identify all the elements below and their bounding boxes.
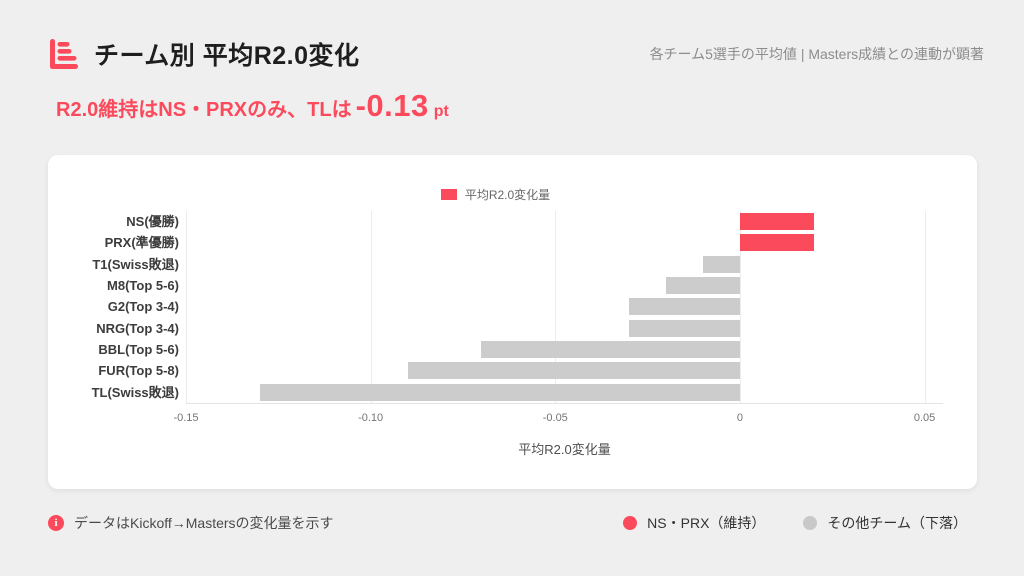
row-plot <box>186 360 943 381</box>
chart-rows: NS(優勝) PRX(準優勝) T1(Swiss敗退) M8(Top 5-6) G2(T… <box>48 211 943 403</box>
bar <box>666 276 740 294</box>
y-axis-label: NS(優勝) <box>126 214 179 229</box>
gridlines <box>186 211 943 403</box>
bar <box>739 213 814 230</box>
x-tick-label: -0.05 <box>542 412 568 424</box>
chart-legend: 平均R2.0変化量 <box>48 186 943 203</box>
gray-dot-icon <box>803 516 818 530</box>
key-message-text: R2.0維持はNS・PRXのみ、TLは <box>56 99 352 121</box>
chart-row: FUR(Top 5-8) <box>48 360 943 381</box>
gridline <box>924 211 926 403</box>
x-tick-label: -0.10 <box>358 412 384 424</box>
bar <box>259 383 740 401</box>
footer-note: データはKickoff→Mastersの変化量を示す <box>74 515 334 531</box>
key-message-unit: pt <box>433 103 449 120</box>
header-note: 各チーム5選手の平均値 | Masters成績との連動が顕著 <box>649 46 984 62</box>
footer-legend: NS・PRX（維持） その他チーム（下落） <box>623 513 977 533</box>
key-message-value: -0.13 <box>355 88 429 123</box>
x-tick-label: -0.15 <box>173 412 199 424</box>
y-axis-label: G2(Top 3-4) <box>107 299 179 315</box>
x-tick-label: 0 <box>736 412 743 424</box>
row-plot <box>186 296 943 317</box>
chart-row: BBL(Top 5-6) <box>48 339 943 360</box>
page-title: チーム別 平均R2.0変化 <box>94 42 360 70</box>
x-tick-label: 0.05 <box>913 412 936 424</box>
bar-chart: NS(優勝) PRX(準優勝) T1(Swiss敗退) M8(Top 5-6) G2(T… <box>48 211 943 471</box>
bar <box>629 319 740 337</box>
bar <box>702 255 740 273</box>
bar <box>407 362 740 380</box>
y-axis-label: T1(Swiss敗退) <box>92 256 179 272</box>
gridline <box>186 211 187 403</box>
chart-row: T1(Swiss敗退) <box>48 254 943 275</box>
chart-card: 平均R2.0変化量 NS(優勝) PRX(準優勝) T1(Swiss敗退) M8(To… <box>48 155 977 489</box>
row-plot <box>186 232 943 253</box>
red-dot-icon <box>623 516 638 530</box>
footer-legend-label: その他チーム（下落） <box>827 515 967 531</box>
page-header: チーム別 平均R2.0変化 各チーム5選手の平均値 | Masters成績との連… <box>48 36 984 72</box>
footer-legend-item-others: その他チーム（下落） <box>803 513 967 533</box>
chart-row: NS(優勝) <box>48 211 943 232</box>
bar <box>481 340 740 358</box>
y-axis-label: BBL(Top 5-6) <box>98 341 179 357</box>
bar <box>629 298 740 316</box>
legend-label: 平均R2.0変化量 <box>464 188 551 202</box>
gridline <box>370 211 372 403</box>
chart-row: G2(Top 3-4) <box>48 296 943 317</box>
x-axis-line <box>186 403 943 404</box>
y-axis-label: PRX(準優勝) <box>104 235 179 251</box>
x-axis-title: 平均R2.0変化量 <box>518 442 611 457</box>
y-axis-label: M8(Top 5-6) <box>107 277 179 293</box>
row-plot <box>186 254 943 275</box>
chart-row: TL(Swiss敗退) <box>48 382 943 403</box>
chart-row: M8(Top 5-6) <box>48 275 943 296</box>
row-plot <box>186 275 943 296</box>
y-axis-label: TL(Swiss敗退) <box>91 384 179 400</box>
bar-chart-logo-icon <box>50 39 78 69</box>
footer-legend-label: NS・PRX（維持） <box>647 515 766 531</box>
row-plot <box>186 318 943 339</box>
gridline <box>555 211 557 403</box>
row-plot <box>186 339 943 360</box>
row-plot <box>186 211 943 232</box>
legend-swatch-icon <box>440 189 457 200</box>
gridline <box>739 211 741 403</box>
row-plot <box>186 382 943 403</box>
key-message: R2.0維持はNS・PRXのみ、TLは -0.13 pt <box>56 88 449 124</box>
info-icon: i <box>48 515 64 531</box>
footer: i データはKickoff→Mastersの変化量を示す NS・PRX（維持） … <box>48 513 977 533</box>
footer-legend-item-maintained: NS・PRX（維持） <box>623 513 765 533</box>
chart-row: PRX(準優勝) <box>48 232 943 253</box>
bar <box>739 234 814 252</box>
y-axis-label: NRG(Top 3-4) <box>96 320 179 336</box>
chart-row: NRG(Top 3-4) <box>48 318 943 339</box>
y-axis-label: FUR(Top 5-8) <box>98 363 179 379</box>
x-tick-row: -0.15 -0.10 -0.05 0 0.05 <box>173 412 943 426</box>
